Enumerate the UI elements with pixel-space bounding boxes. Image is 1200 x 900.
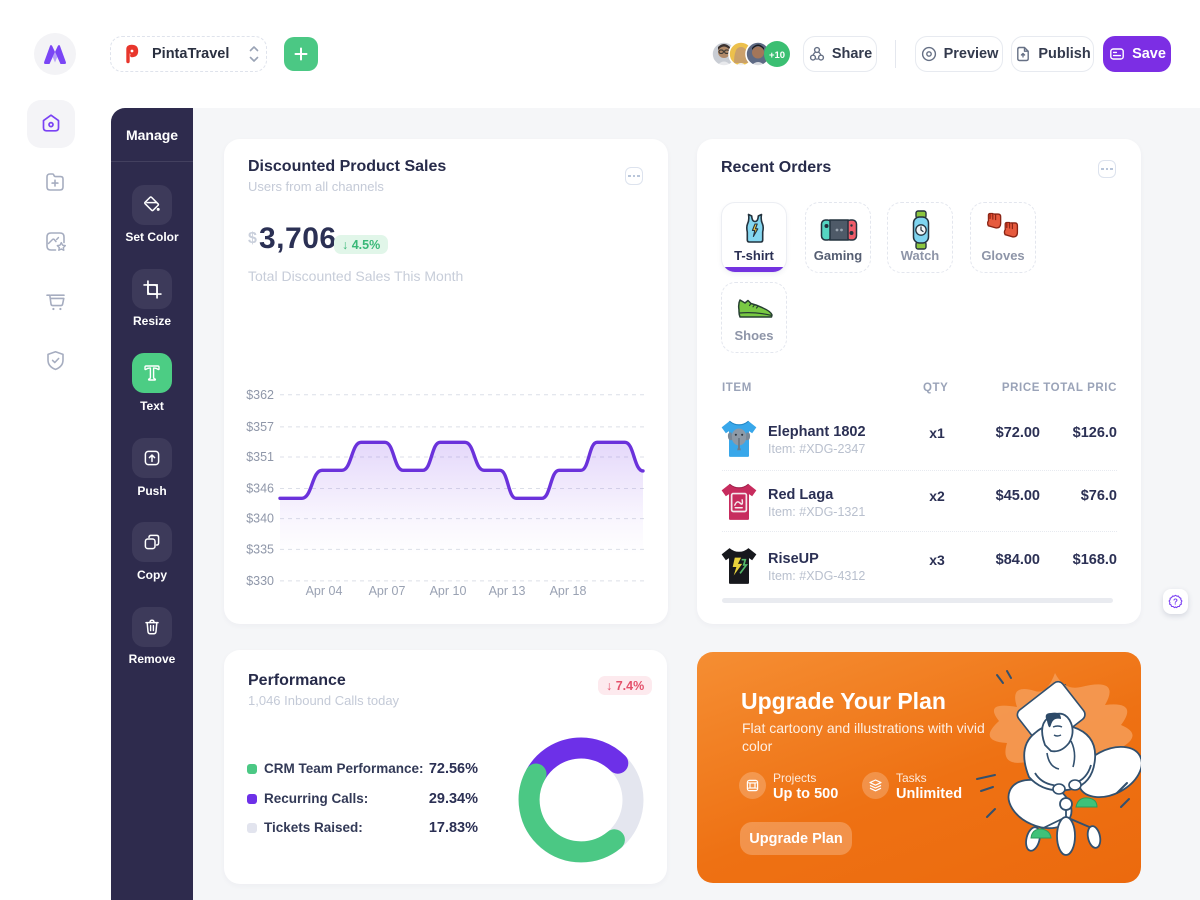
svg-text:Apr 18: Apr 18: [550, 584, 587, 598]
svg-text:Apr 07: Apr 07: [369, 584, 406, 598]
svg-text:$340: $340: [246, 512, 274, 526]
svg-text:$357: $357: [246, 420, 274, 434]
svg-text:Apr 04: Apr 04: [306, 584, 343, 598]
svg-text:Apr 13: Apr 13: [489, 584, 526, 598]
svg-text:+10: +10: [769, 50, 785, 61]
svg-text:$351: $351: [246, 450, 274, 464]
svg-text:$346: $346: [246, 482, 274, 496]
svg-text:?: ?: [1173, 597, 1178, 606]
svg-text:$362: $362: [246, 388, 274, 402]
svg-text:$335: $335: [246, 542, 274, 556]
svg-text:Apr 10: Apr 10: [430, 584, 467, 598]
svg-text:$330: $330: [246, 574, 274, 588]
